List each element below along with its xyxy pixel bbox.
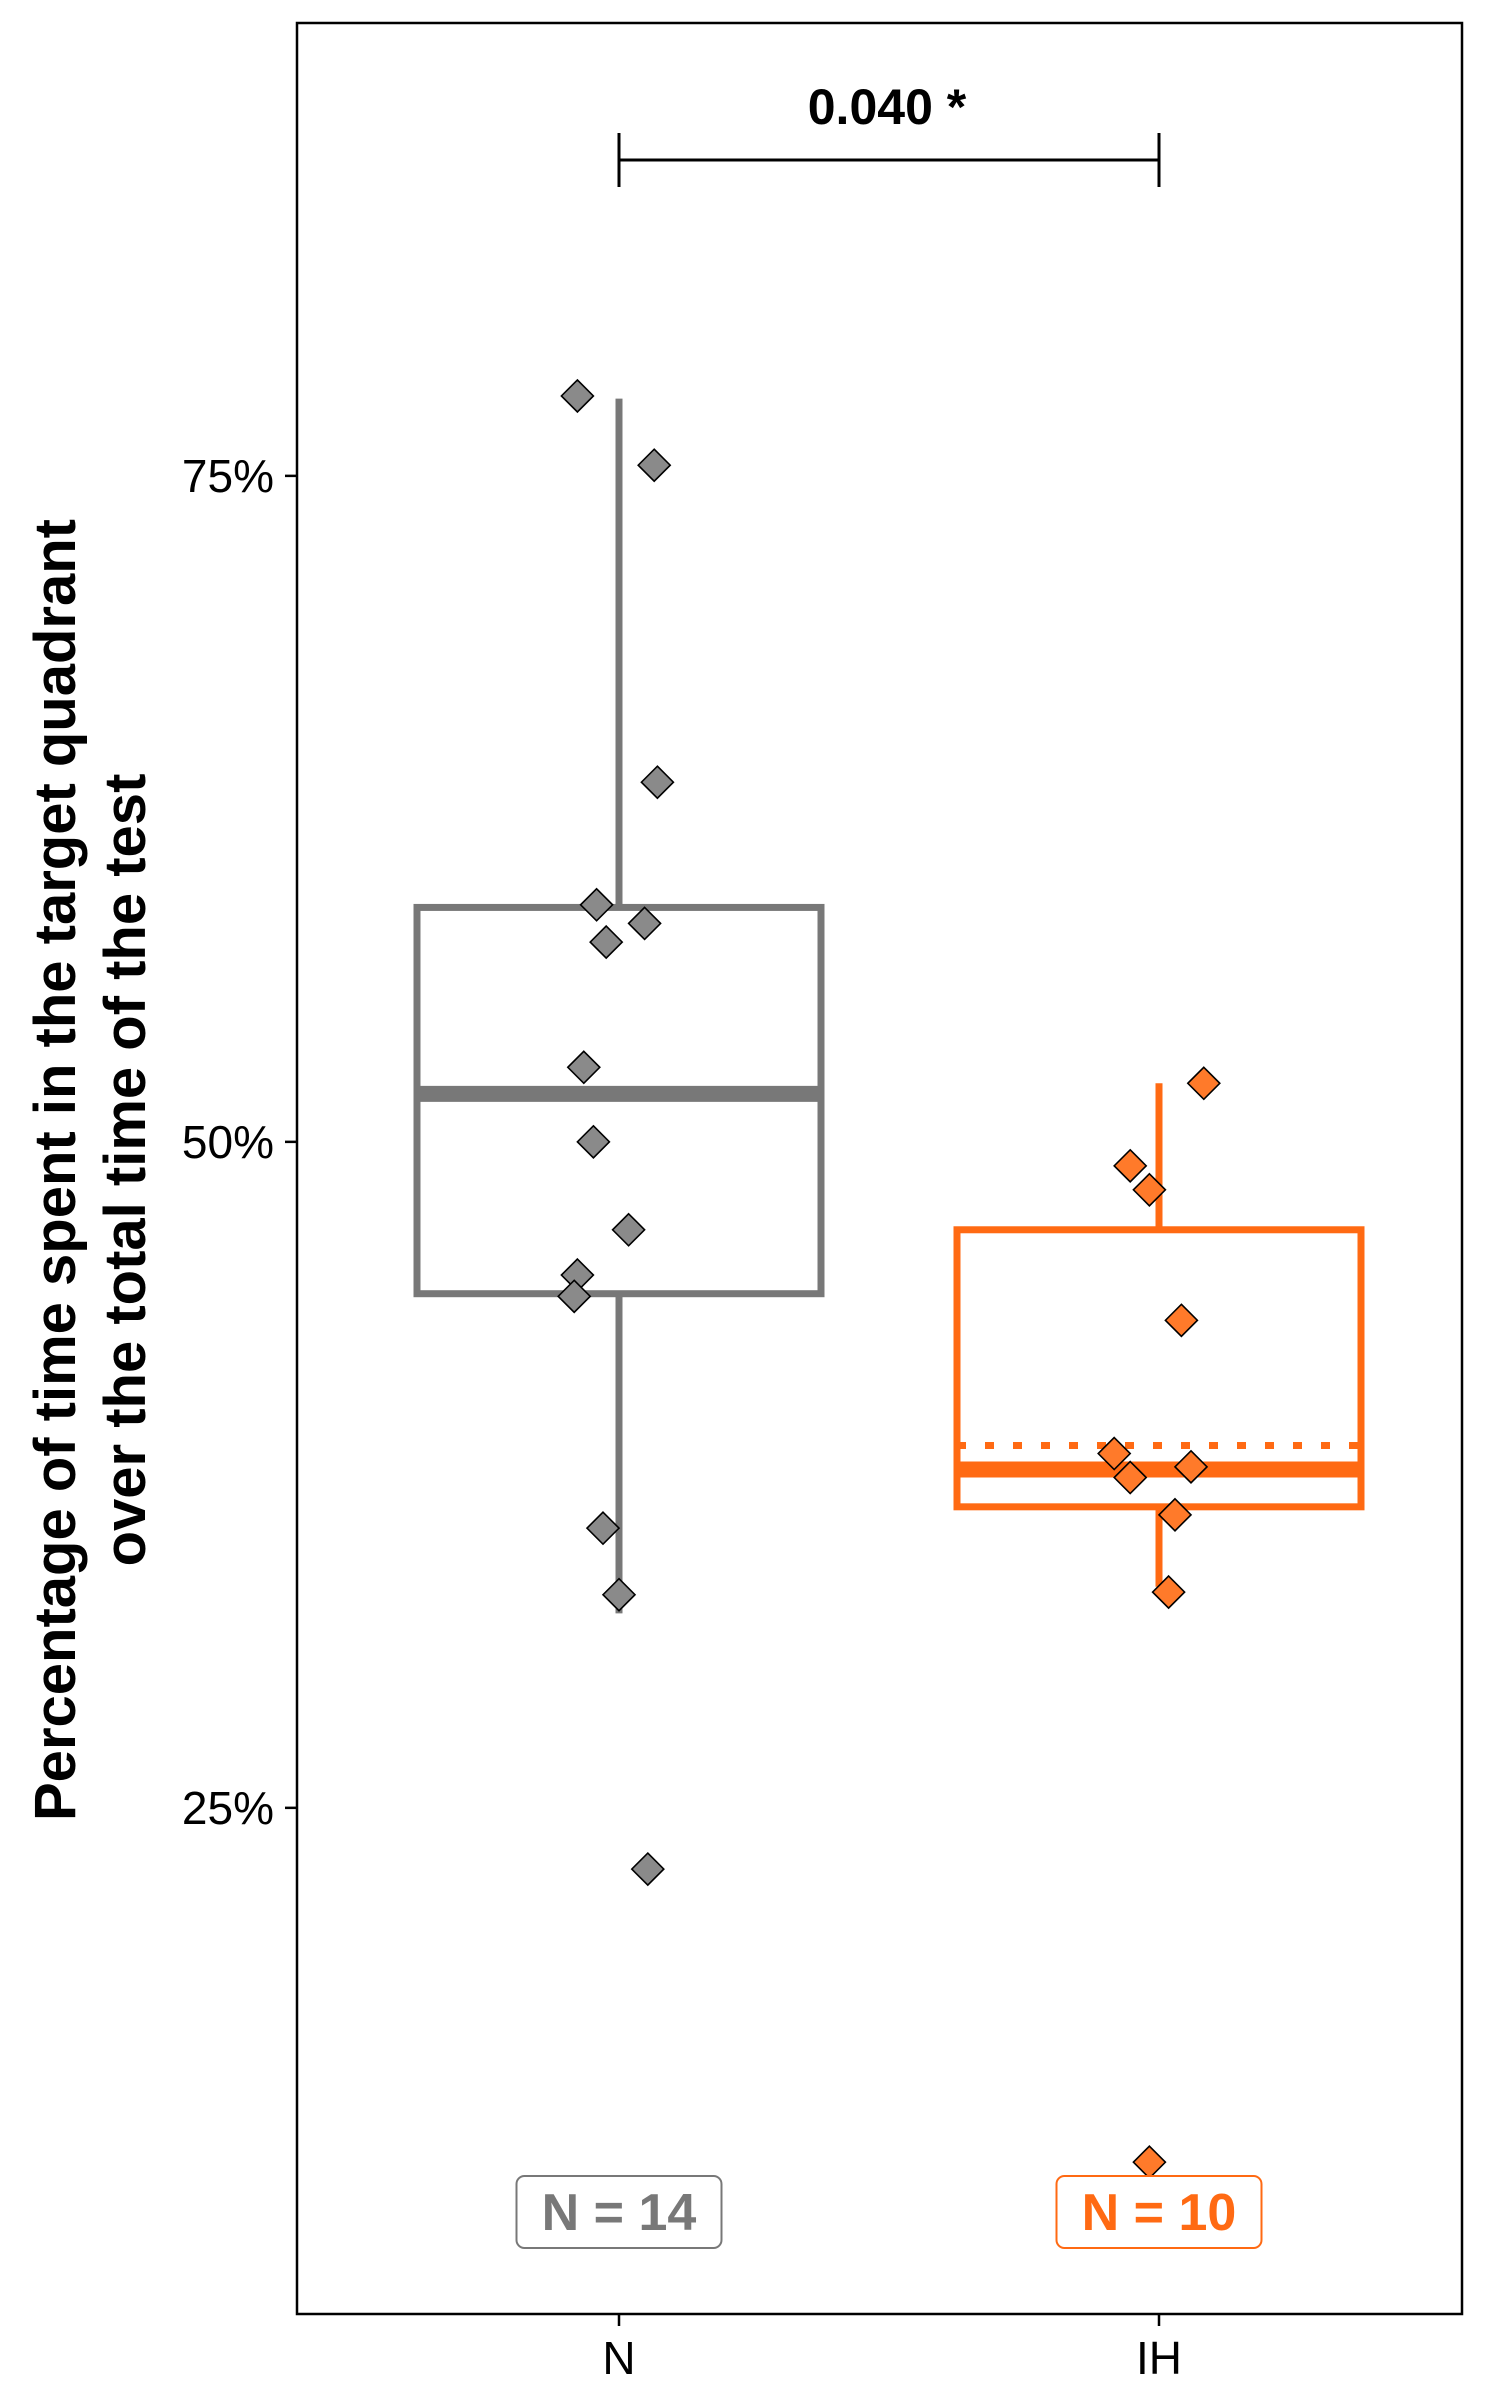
box-groups: N = 14 N = 10 — [413, 378, 1365, 2249]
significance-bracket: 0.040 * — [617, 79, 1161, 187]
box-group-n: N = 14 — [413, 378, 825, 2249]
data-point-ih-7 — [1157, 1497, 1193, 1532]
data-point-ih-4 — [1097, 1436, 1132, 1471]
data-point-n-1 — [637, 448, 672, 483]
data-point-n-13 — [630, 1851, 665, 1887]
n-label-badge-ih — [1055, 2175, 1263, 2249]
data-point-n-6 — [566, 1050, 601, 1085]
y-axis-title-line-2: over the total time of the test — [93, 774, 158, 1567]
data-point-ih-9 — [1132, 2145, 1167, 2180]
data-point-n-5 — [589, 924, 624, 960]
data-point-n-11 — [585, 1510, 621, 1546]
y-axis: 25% 50% 75% — [182, 450, 297, 1834]
x-tick-label-1: IH — [1136, 2332, 1182, 2384]
y-tick-label-1: 50% — [182, 1116, 274, 1168]
data-point-n-0 — [560, 378, 595, 414]
data-point-ih-3 — [1164, 1303, 1199, 1338]
y-tick-label-2: 75% — [182, 450, 274, 502]
n-label-badge-n — [515, 2175, 723, 2249]
data-point-n-10 — [557, 1279, 592, 1314]
data-point-n-8 — [611, 1212, 646, 1247]
x-axis: N IH — [602, 2314, 1182, 2384]
data-point-ih-5 — [1113, 1460, 1148, 1495]
n-label-ih: N = 10 — [1082, 2184, 1237, 2242]
data-point-n-4 — [627, 906, 662, 941]
data-point-ih-8 — [1151, 1574, 1186, 1610]
data-point-n-3 — [579, 887, 614, 922]
data-point-ih-6 — [1173, 1449, 1209, 1484]
y-tick-label-0: 25% — [182, 1782, 274, 1834]
n-label-n: N = 14 — [542, 2184, 697, 2242]
plot-panel-border — [295, 21, 1464, 2316]
significance-label: 0.040 * — [808, 79, 967, 135]
box-ih — [953, 1226, 1365, 1511]
box-group-ih: N = 10 — [953, 1066, 1365, 2249]
data-point-ih-0 — [1186, 1066, 1221, 1101]
data-point-n-7 — [576, 1124, 611, 1159]
x-tick-label-0: N — [602, 2332, 635, 2384]
y-axis-title-line-1: Percentage of time spent in the target q… — [23, 519, 88, 1821]
data-point-n-12 — [601, 1577, 637, 1612]
data-point-ih-2 — [1132, 1172, 1167, 1207]
data-point-n-2 — [640, 765, 675, 800]
data-point-ih-1 — [1113, 1148, 1148, 1183]
